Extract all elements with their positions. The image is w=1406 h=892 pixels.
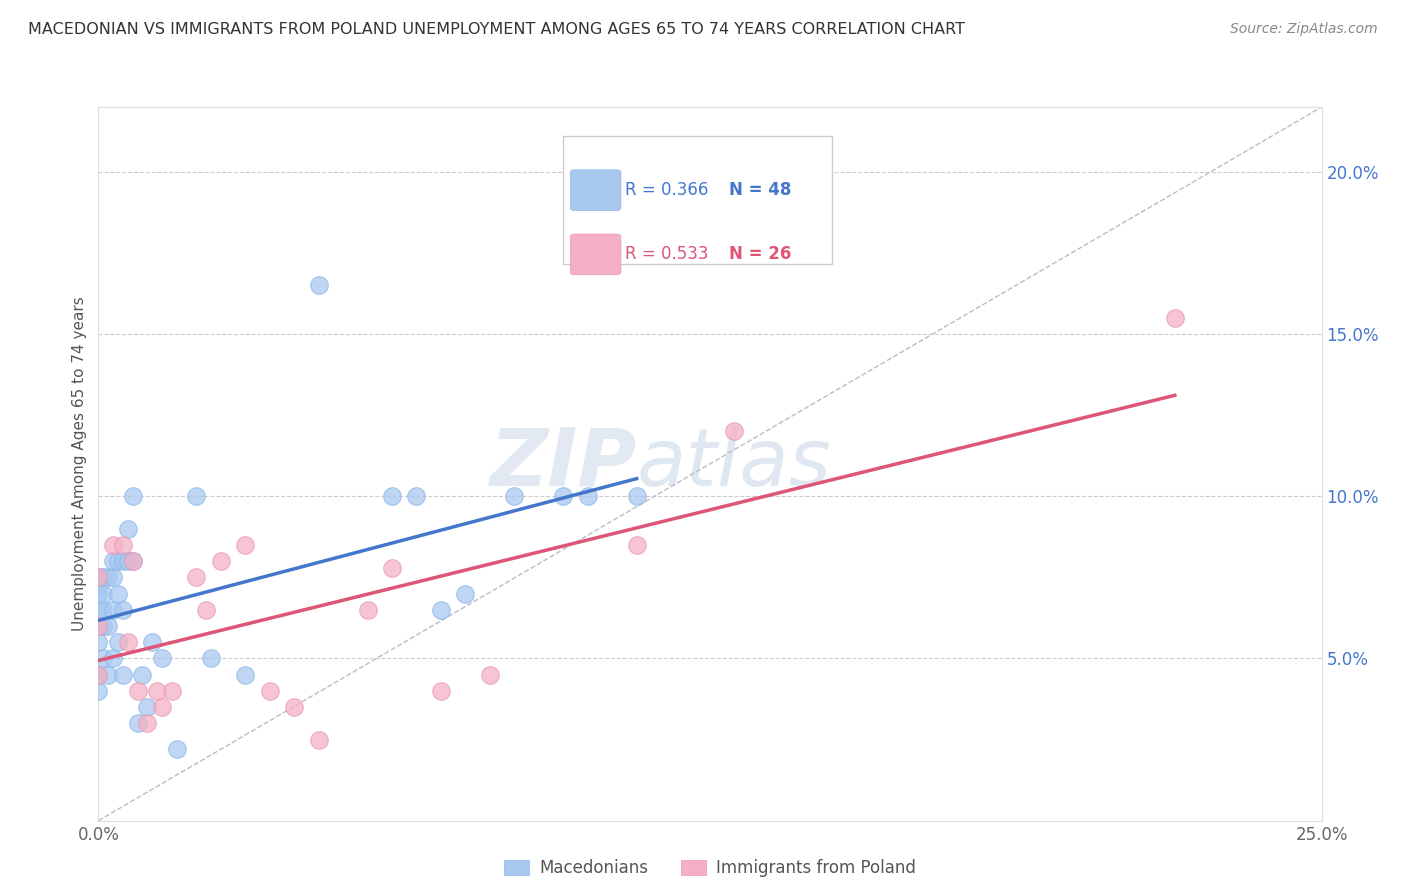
Point (356, 603, 378, 617)
Point (136, 700, 159, 714)
Point (127, 716, 149, 731)
Point (626, 489, 648, 503)
Point (111, 554, 134, 568)
Point (195, 603, 218, 617)
Text: R = 0.366: R = 0.366 (626, 181, 709, 199)
Point (576, 489, 599, 503)
Text: atlas: atlas (637, 425, 831, 503)
Point (87, 580, 110, 594)
Point (111, 603, 134, 617)
Point (97, 570, 120, 584)
Point (141, 635, 163, 649)
Text: Source: ZipAtlas.com: Source: ZipAtlas.com (1230, 22, 1378, 37)
Point (150, 651, 173, 665)
Point (478, 667, 501, 681)
Y-axis label: Unemployment Among Ages 65 to 74 years: Unemployment Among Ages 65 to 74 years (72, 296, 87, 632)
Point (553, 489, 575, 503)
Point (101, 538, 124, 552)
Point (101, 651, 124, 665)
Point (127, 684, 149, 698)
Point (107, 635, 129, 649)
Point (111, 667, 134, 681)
Point (91, 586, 114, 600)
Point (117, 522, 139, 536)
Point (308, 278, 330, 293)
Point (107, 554, 129, 568)
Point (233, 538, 256, 552)
Point (97, 619, 120, 633)
Point (87, 570, 110, 584)
Point (91, 570, 114, 584)
Point (150, 700, 173, 714)
Point (430, 603, 453, 617)
Point (87, 635, 110, 649)
Point (146, 684, 169, 698)
Point (87, 619, 110, 633)
Point (723, 425, 745, 439)
Point (121, 554, 143, 568)
Point (111, 538, 134, 552)
Point (209, 554, 232, 568)
Point (87, 667, 110, 681)
Point (454, 586, 477, 600)
Point (259, 684, 281, 698)
Point (101, 554, 124, 568)
Point (117, 635, 139, 649)
Point (87, 586, 110, 600)
Point (87, 684, 110, 698)
Point (283, 700, 305, 714)
Point (117, 554, 139, 568)
Point (626, 538, 648, 552)
Point (381, 489, 404, 503)
Text: N = 26: N = 26 (730, 245, 792, 263)
Point (131, 667, 153, 681)
Point (91, 619, 114, 633)
Point (200, 651, 222, 665)
Point (101, 570, 124, 584)
Point (101, 603, 124, 617)
Text: N = 48: N = 48 (730, 181, 792, 199)
Point (87, 619, 110, 633)
Text: MACEDONIAN VS IMMIGRANTS FROM POLAND UNEMPLOYMENT AMONG AGES 65 TO 74 YEARS CORR: MACEDONIAN VS IMMIGRANTS FROM POLAND UNE… (28, 22, 965, 37)
Point (87, 603, 110, 617)
Point (1164, 310, 1187, 325)
Point (186, 570, 208, 584)
Point (381, 560, 404, 574)
Point (308, 732, 330, 747)
Point (166, 742, 188, 756)
Point (186, 489, 208, 503)
Legend: Macedonians, Immigrants from Poland: Macedonians, Immigrants from Poland (498, 853, 922, 884)
Point (91, 651, 114, 665)
Point (97, 667, 120, 681)
Text: ZIP: ZIP (489, 425, 637, 503)
Point (107, 586, 129, 600)
Point (503, 489, 526, 503)
Point (87, 667, 110, 681)
Point (233, 667, 256, 681)
Point (430, 684, 453, 698)
Point (87, 570, 110, 584)
Point (121, 489, 143, 503)
Point (136, 716, 159, 731)
Point (91, 603, 114, 617)
Point (121, 554, 143, 568)
Point (405, 489, 427, 503)
Point (160, 684, 183, 698)
Text: R = 0.533: R = 0.533 (626, 245, 709, 263)
